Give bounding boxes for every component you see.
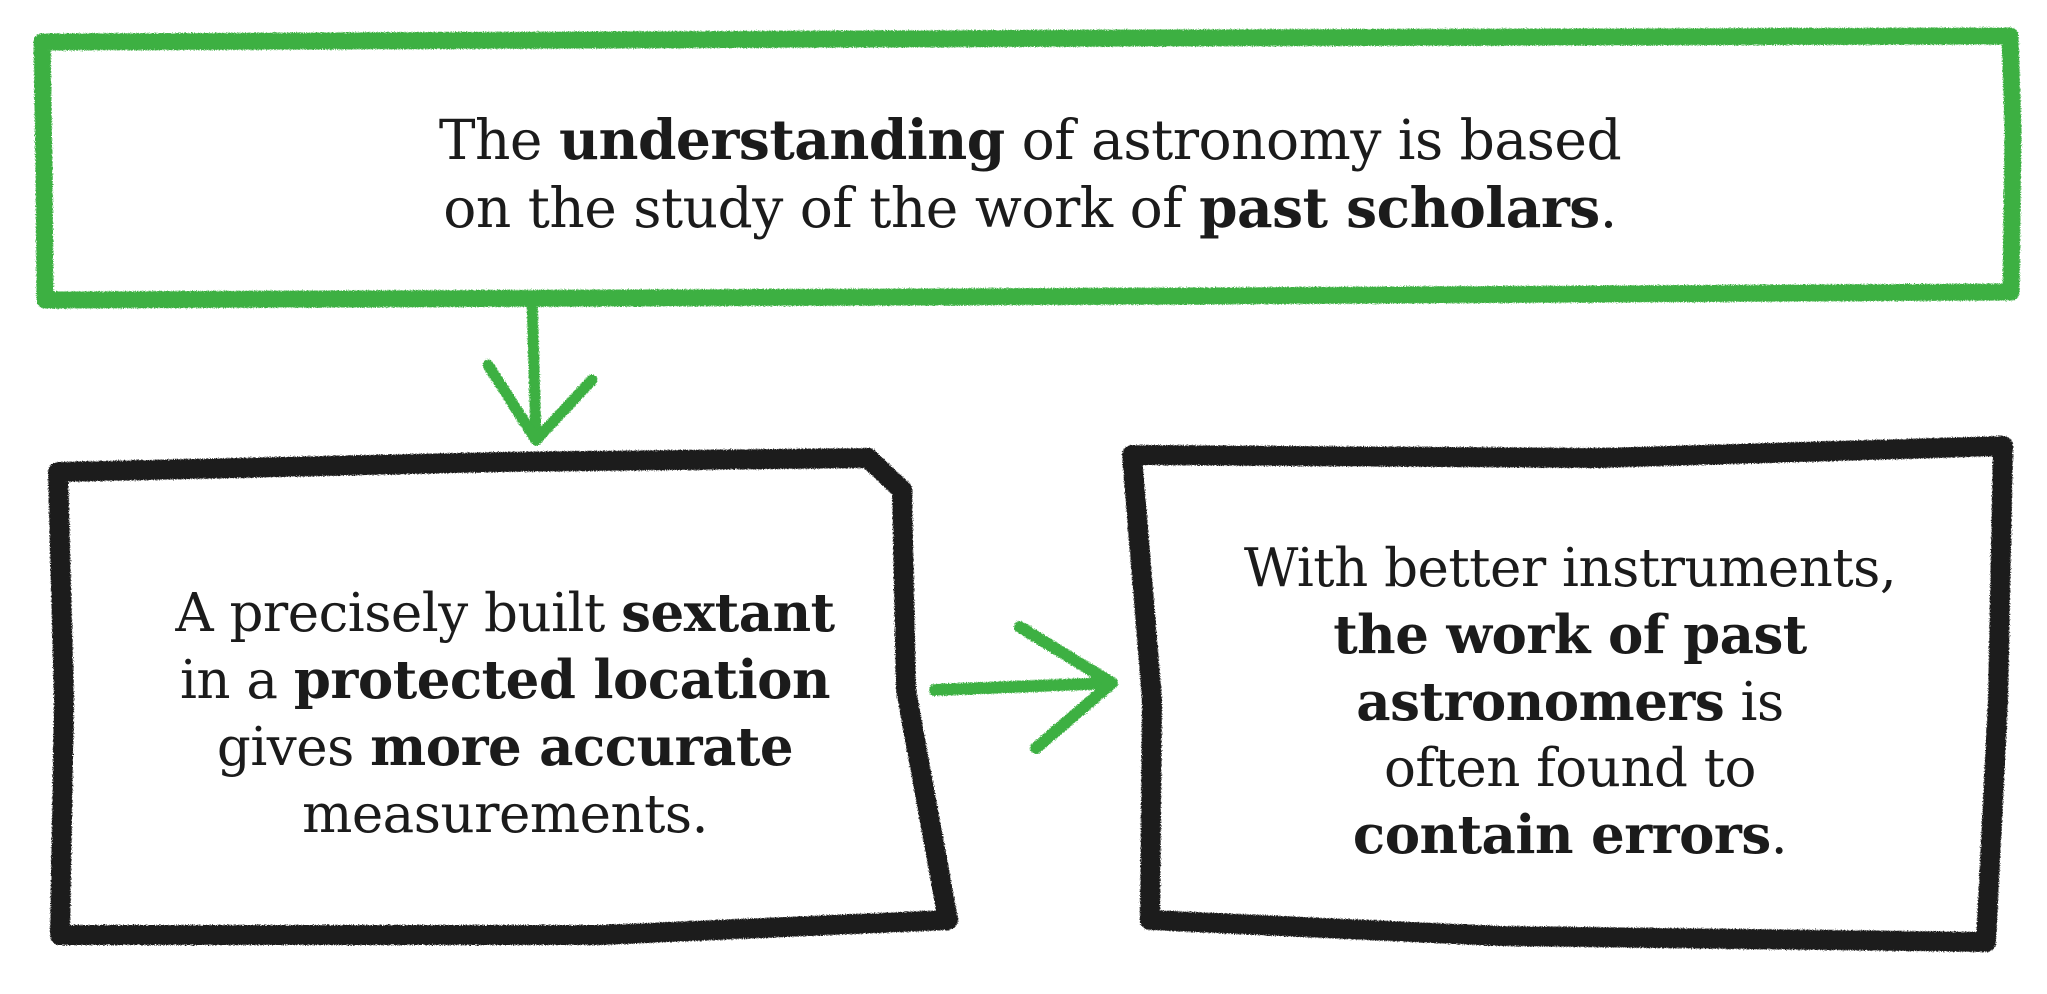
text-line: With better instruments, — [1170, 536, 1970, 602]
left-box-border — [48, 448, 958, 945]
text-segment: often found to — [1384, 738, 1756, 799]
text-segment: in a — [179, 650, 294, 711]
text-segment: The — [438, 108, 559, 172]
bold-text-segment: astronomers — [1356, 671, 1725, 733]
text-line: The understanding of astronomy is based — [330, 106, 1730, 174]
text-line: A precisely built sextant — [110, 580, 900, 647]
text-segment: is — [1724, 672, 1785, 733]
text-segment: . — [1770, 805, 1788, 866]
right-box-border — [1122, 436, 2013, 952]
bold-text-segment: protected location — [293, 649, 831, 711]
text-segment: A precisely built — [175, 583, 622, 644]
text-line: measurements. — [110, 781, 900, 848]
right-box-text: With better instruments, the work of past… — [1170, 536, 1970, 869]
text-line: in a protected location — [110, 647, 900, 714]
right-arrow — [929, 621, 1118, 754]
text-segment: . — [1599, 176, 1617, 240]
text-segment: measurements. — [302, 784, 708, 845]
text-line: the work of past — [1170, 602, 1970, 669]
text-segment: of astronomy is based — [1004, 108, 1622, 172]
text-segment: on the study of the work of — [443, 176, 1200, 240]
bold-text-segment: the work of past — [1333, 604, 1807, 666]
text-line: astronomers is — [1170, 669, 1970, 736]
top-box-border — [33, 27, 2022, 309]
text-segment: gives — [216, 717, 371, 778]
text-line: often found to — [1170, 736, 1970, 802]
bold-text-segment: past scholars — [1199, 175, 1600, 240]
text-line: gives more accurate — [110, 714, 900, 781]
left-box-text: A precisely built sextant in a protected … — [110, 580, 900, 848]
text-line: on the study of the work of past scholar… — [330, 174, 1730, 242]
bold-text-segment: contain errors — [1352, 804, 1771, 866]
bold-text-segment: sextant — [621, 582, 835, 644]
bold-text-segment: more accurate — [370, 716, 794, 778]
text-line: contain errors. — [1170, 802, 1970, 869]
bold-text-segment: understanding — [558, 107, 1005, 172]
text-segment: With better instruments, — [1243, 538, 1897, 599]
top-box-text: The understanding of astronomy is based o… — [330, 106, 1730, 242]
down-arrow — [482, 294, 598, 446]
